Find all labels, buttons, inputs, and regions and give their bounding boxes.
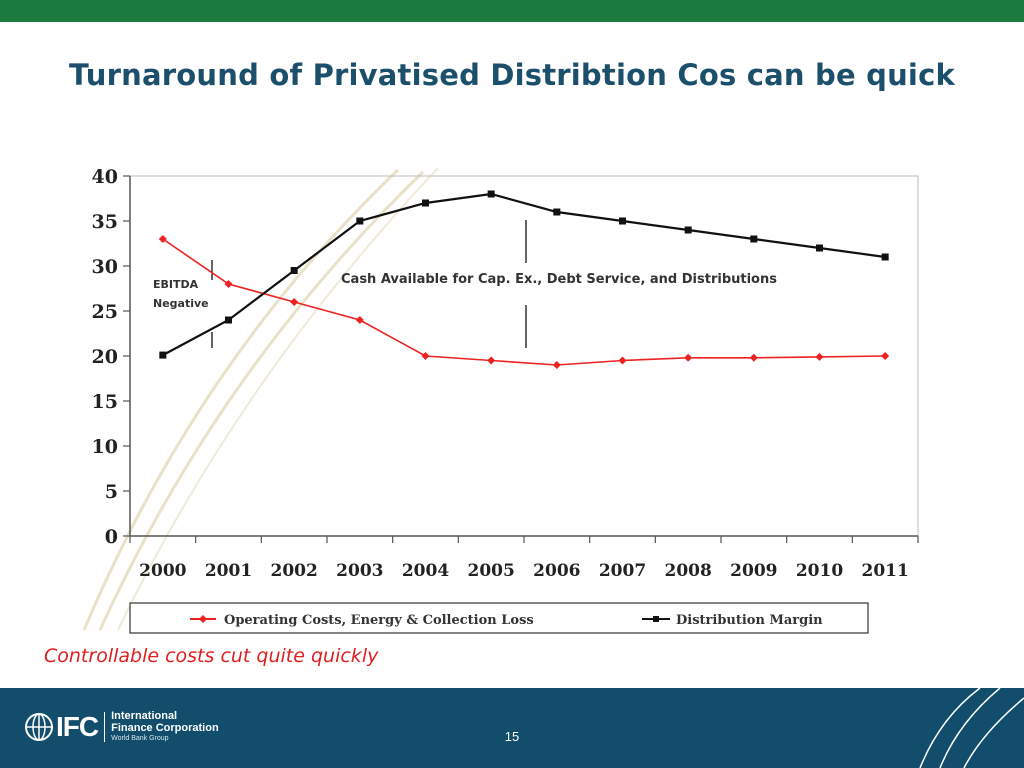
data-point-distribution-margin (619, 217, 626, 225)
data-point-operating-costs (684, 353, 693, 362)
top-bar (0, 0, 1024, 22)
y-tick-label: 35 (92, 211, 118, 233)
series-line-operating-costs (162, 238, 886, 366)
globe-icon (25, 712, 53, 741)
y-tick-label: 10 (92, 436, 118, 458)
logo-line-finance-corporation: Finance Corporation (111, 722, 219, 734)
data-point-distribution-margin (684, 226, 692, 234)
legend-label-distribution-margin: Distribution Margin (676, 613, 823, 628)
y-tick-label: 30 (92, 256, 118, 278)
series-line-distribution-margin (162, 192, 886, 357)
data-point-operating-costs (487, 356, 496, 365)
x-tick-label: 2010 (796, 561, 843, 581)
legend-box (129, 602, 869, 634)
x-tick-label: 2006 (533, 561, 580, 581)
legend-marker-distribution-margin (653, 616, 659, 622)
logo-mark: IFC (56, 710, 99, 742)
cash-available-label: Cash Available for Cap. Ex., Debt Servic… (341, 272, 777, 287)
y-tick-label: 25 (92, 301, 118, 323)
data-point-distribution-margin (553, 208, 561, 216)
data-point-operating-costs (224, 280, 233, 288)
data-point-distribution-margin (422, 199, 429, 207)
y-tick-label: 0 (105, 526, 118, 548)
chart: 0 5 10 15 20 25 30 35 40 2000 2001 2002 2003 2004 200… (78, 160, 938, 640)
annotation-markers (211, 220, 527, 348)
plot-area (129, 175, 919, 537)
data-point-distribution-margin (356, 217, 364, 225)
x-tick-label: 2000 (139, 561, 186, 581)
slide-subtitle: Controllable costs cut quite quickly (44, 645, 379, 667)
data-point-distribution-margin (159, 351, 167, 359)
page-number: 15 (504, 729, 520, 744)
x-tick-label: 2009 (730, 561, 777, 581)
y-tick-label: 15 (92, 391, 118, 413)
y-ticks: 0 5 10 15 20 25 30 35 40 (92, 166, 130, 548)
data-point-distribution-margin (290, 267, 298, 274)
x-tick-label: 2007 (599, 561, 646, 581)
logo-line-world-bank-group: World Bank Group (111, 735, 169, 742)
data-point-distribution-margin (487, 190, 495, 198)
y-tick-label: 5 (105, 481, 118, 503)
decorative-arcs (82, 167, 439, 631)
data-point-operating-costs (618, 356, 627, 365)
data-point-operating-costs (421, 352, 430, 360)
x-tick-label: 2003 (336, 561, 383, 581)
logo-line-international: International (111, 710, 178, 722)
x-tick-label: 2004 (402, 561, 449, 581)
data-point-distribution-margin (225, 316, 232, 324)
ebitda-label-line2: Negative (153, 297, 209, 310)
data-point-distribution-margin (750, 235, 758, 243)
x-tick-label: 2011 (862, 561, 909, 581)
data-point-operating-costs (355, 316, 364, 324)
y-tick-label: 20 (92, 346, 118, 368)
ebitda-label-line1: EBITDA (153, 278, 199, 291)
footer-decorative-arcs (919, 688, 1024, 768)
ifc-logo: IFC International Finance Corporation Wo… (24, 710, 219, 743)
legend-label-operating-costs: Operating Costs, Energy & Collection Los… (224, 613, 534, 628)
x-tick-label: 2001 (205, 561, 252, 581)
footer-bar (0, 688, 1024, 768)
slide-title: Turnaround of Privatised Distribtion Cos… (69, 58, 955, 92)
x-ticks: 2000 2001 2002 2003 2004 2005 2006 2007 2008 2009… (129, 536, 919, 581)
data-point-distribution-margin (816, 244, 823, 252)
logo-separator (104, 711, 106, 742)
data-point-operating-costs (815, 352, 824, 361)
logo-text: International Finance Corporation World … (111, 710, 219, 743)
legend: Operating Costs, Energy & Collection Los… (129, 602, 869, 634)
legend-marker-operating-costs (199, 615, 207, 623)
series-layer (158, 190, 890, 369)
data-point-operating-costs (552, 361, 561, 369)
x-tick-label: 2005 (468, 561, 515, 581)
data-point-operating-costs (290, 298, 299, 306)
data-point-operating-costs (158, 235, 167, 243)
data-point-operating-costs (749, 353, 758, 362)
data-point-distribution-margin (881, 253, 889, 261)
y-tick-label: 40 (92, 166, 118, 188)
x-tick-label: 2002 (271, 561, 318, 581)
x-tick-label: 2008 (665, 561, 712, 581)
data-point-operating-costs (881, 352, 890, 360)
